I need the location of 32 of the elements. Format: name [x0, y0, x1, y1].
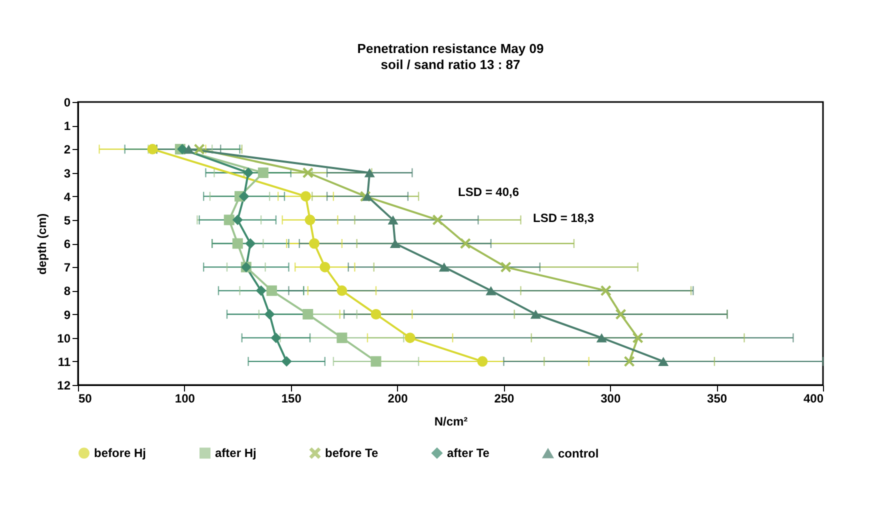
x-tick-label: 100 — [174, 392, 196, 406]
x-tick-label: 150 — [281, 392, 302, 406]
x-tick-label: 50 — [78, 392, 92, 406]
y-tick-label: 1 — [64, 119, 71, 134]
annotation: LSD = 40,6 — [458, 185, 520, 199]
y-tick-label: 4 — [64, 190, 71, 204]
y-tick-label: 7 — [64, 260, 71, 275]
chart-title: Penetration resistance May 09 — [357, 41, 544, 56]
y-tick-label: 0 — [64, 96, 71, 110]
x-tick-label: 250 — [494, 392, 515, 406]
x-tick-label: 350 — [707, 392, 728, 406]
y-tick-label: 2 — [64, 142, 71, 157]
y-tick-label: 6 — [64, 237, 71, 251]
x-tick-label: 300 — [600, 392, 621, 406]
chart-subtitle: soil / sand ratio 13 : 87 — [380, 57, 520, 72]
annotation: LSD = 18,3 — [533, 211, 594, 225]
legend-label: after Te — [447, 446, 490, 460]
legend-label: after Hj — [215, 446, 256, 460]
y-tick-label: 9 — [64, 308, 71, 322]
legend-label: before Te — [325, 446, 378, 460]
legend-label: before Hj — [94, 446, 146, 460]
y-tick-label: 5 — [64, 213, 71, 228]
y-tick-label: 3 — [64, 166, 71, 180]
y-tick-label: 8 — [64, 284, 71, 298]
y-tick-label: 12 — [57, 378, 71, 392]
x-tick-label: 400 — [803, 392, 824, 406]
x-tick-label: 200 — [388, 392, 408, 406]
x-axis-title: N/cm² — [434, 414, 468, 428]
legend-label: control — [558, 446, 599, 460]
y-tick-label: 10 — [57, 331, 71, 346]
y-tick-label: 11 — [58, 354, 71, 369]
y-axis-title: depth (cm) — [35, 213, 50, 275]
